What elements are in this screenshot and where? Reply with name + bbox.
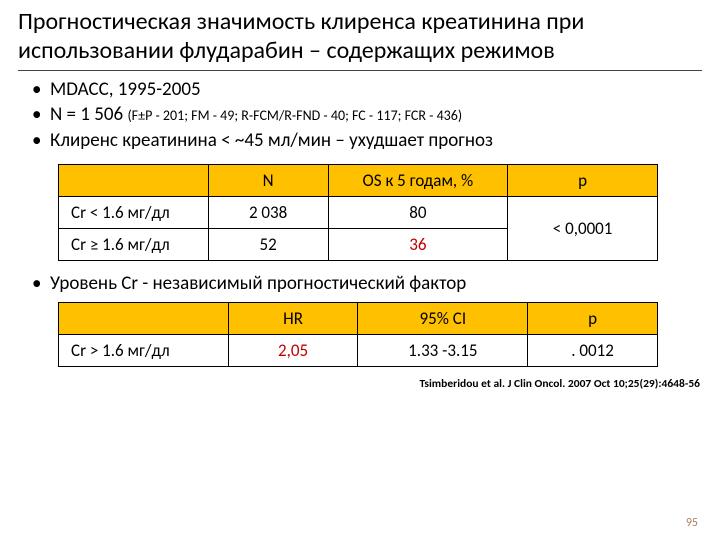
t2-r0-label: Cr > 1.6 мг/дл (59, 335, 229, 367)
t2-h-ci: 95% CI (358, 303, 528, 335)
table-2: HR 95% CI p Cr > 1.6 мг/дл 2,05 1.33 -3.… (58, 302, 658, 367)
table-1-header-row: N OS к 5 годам, % p (59, 164, 658, 196)
bullet-3: Клиренс креатинина < ~45 мл/мин – ухудша… (18, 128, 702, 154)
bullet-3-text: Клиренс креатинина < ~45 мл/мин – ухудша… (50, 129, 493, 152)
t1-r1-label: Cr ≥ 1.6 мг/дл (59, 228, 209, 260)
bullet-1: MDACC, 1995-2005 (18, 77, 702, 103)
t2-r0-hr: 2,05 (228, 335, 358, 367)
bullet-2-sub: (F±P - 201; FM - 49; R-FCM/R-FND - 40; F… (127, 107, 462, 124)
t1-r1-n: 52 (208, 228, 328, 260)
slide-title: Прогностическая значимость клиренса креа… (18, 8, 702, 71)
bullet-2: N = 1 506 (F±P - 201; FM - 49; R-FCM/R-F… (18, 102, 702, 128)
t2-r0-p: . 0012 (528, 335, 658, 367)
bullet-1-text: MDACC, 1995-2005 (50, 78, 201, 101)
t1-h-os: OS к 5 годам, % (328, 164, 508, 196)
t2-h-hr: HR (228, 303, 358, 335)
mid-bullet-text: Уровень Cr - независимый прогностический… (50, 272, 466, 295)
table-1-row-0: Cr < 1.6 мг/дл 2 038 80 < 0,0001 (59, 196, 658, 228)
mid-bullet-list: Уровень Cr - независимый прогностический… (18, 271, 702, 297)
citation: Tsimberidou et al. J Clin Oncol. 2007 Oc… (18, 377, 702, 391)
t1-h-empty (59, 164, 209, 196)
t2-r0-ci: 1.33 -3.15 (358, 335, 528, 367)
table-2-row-0: Cr > 1.6 мг/дл 2,05 1.33 -3.15 . 0012 (59, 335, 658, 367)
t1-p-merged: < 0,0001 (508, 196, 658, 260)
t1-r0-n: 2 038 (208, 196, 328, 228)
table-1: N OS к 5 годам, % p Cr < 1.6 мг/дл 2 038… (58, 164, 658, 261)
top-bullets: MDACC, 1995-2005 N = 1 506 (F±P - 201; F… (18, 77, 702, 154)
t1-r0-label: Cr < 1.6 мг/дл (59, 196, 209, 228)
table-2-header-row: HR 95% CI p (59, 303, 658, 335)
t1-h-n: N (208, 164, 328, 196)
t2-h-empty (59, 303, 229, 335)
mid-bullet: Уровень Cr - независимый прогностический… (18, 271, 702, 297)
page-number: 95 (686, 516, 698, 530)
bullet-2-text: N = 1 506 (50, 103, 127, 126)
t1-h-p: p (508, 164, 658, 196)
t1-r0-os: 80 (328, 196, 508, 228)
t1-r1-os: 36 (328, 228, 508, 260)
t2-h-p: p (528, 303, 658, 335)
